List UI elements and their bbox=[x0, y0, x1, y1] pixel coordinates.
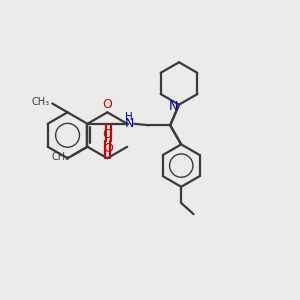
Text: H: H bbox=[125, 112, 133, 122]
Text: CH₃: CH₃ bbox=[31, 97, 49, 107]
Text: CH₃: CH₃ bbox=[51, 152, 69, 162]
Text: O: O bbox=[102, 98, 112, 111]
Text: O: O bbox=[102, 128, 112, 141]
Text: O: O bbox=[104, 142, 114, 155]
Text: N: N bbox=[169, 100, 178, 112]
Text: N: N bbox=[124, 117, 134, 130]
